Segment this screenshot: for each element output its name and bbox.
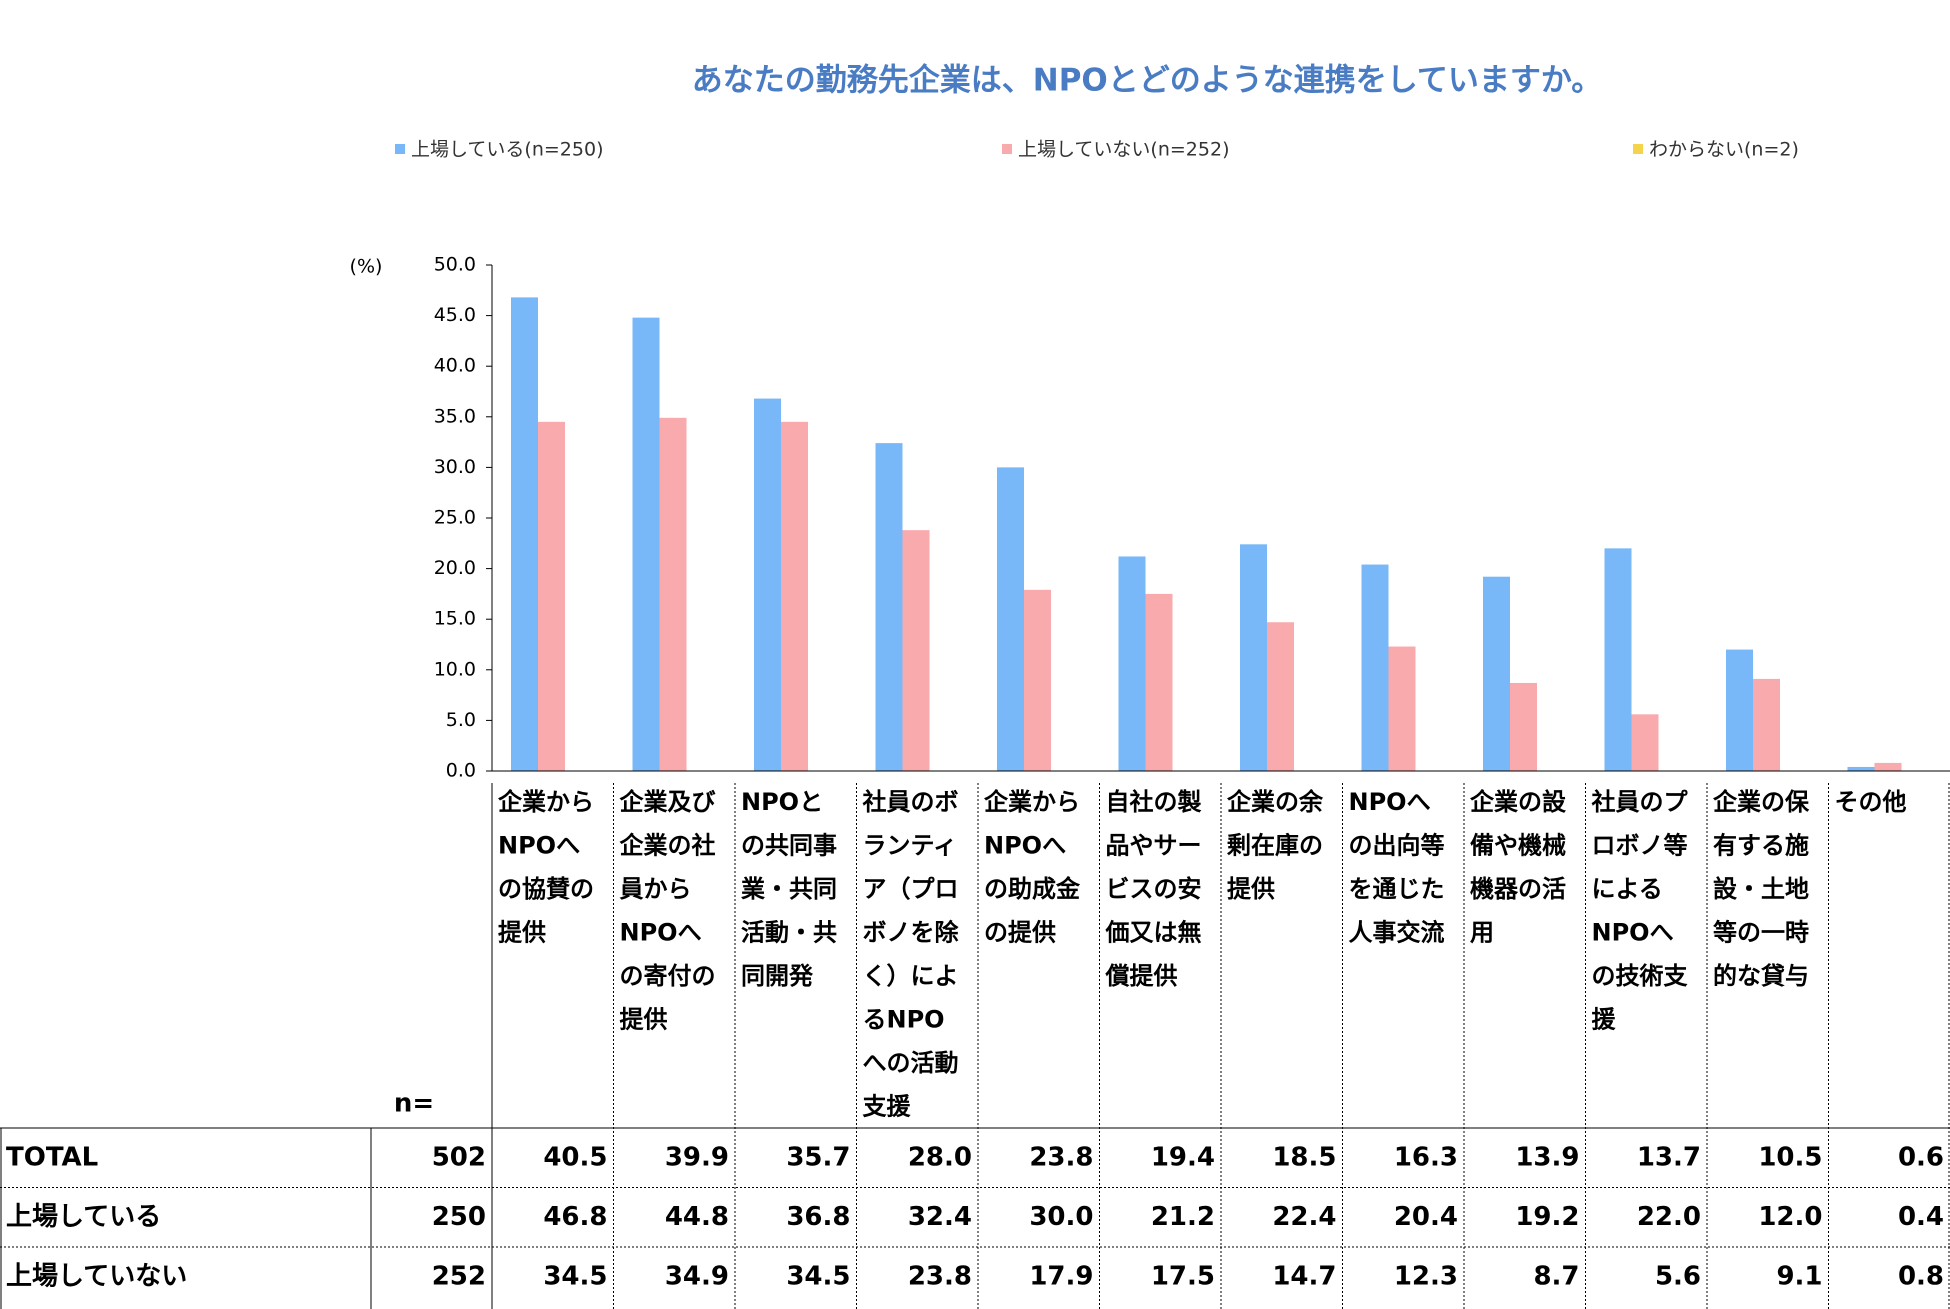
table-cell: 16.3 xyxy=(1394,1142,1458,1172)
table-cell: 12.0 xyxy=(1758,1202,1822,1232)
legend-swatch xyxy=(395,144,405,154)
table-cell: 13.9 xyxy=(1515,1142,1579,1172)
bar xyxy=(511,297,538,771)
x-tick-label: 企業から NPOへの協賛の提供 xyxy=(498,788,594,947)
x-tick-label: NPOとの共同事業・共同活動・共同開発 xyxy=(741,788,837,990)
table-cell: 19.2 xyxy=(1515,1202,1579,1232)
n-label: n= xyxy=(394,1089,434,1119)
table-cell: 28.0 xyxy=(908,1142,972,1172)
y-tick-label: 30.0 xyxy=(434,456,476,478)
bar xyxy=(1267,622,1294,771)
row-n: 252 xyxy=(432,1261,486,1291)
y-tick-label: 50.0 xyxy=(434,254,476,276)
bar xyxy=(781,421,808,771)
y-tick-label: 0.0 xyxy=(446,760,476,782)
table-cell: 22.0 xyxy=(1637,1202,1701,1232)
y-tick-label: 10.0 xyxy=(434,658,476,680)
table-cell: 32.4 xyxy=(908,1202,972,1232)
bar xyxy=(1145,593,1173,771)
table-cell: 9.1 xyxy=(1776,1261,1822,1291)
y-tick-label: 35.0 xyxy=(434,405,476,427)
y-unit: (%) xyxy=(350,256,383,278)
x-tick-label: その他 xyxy=(1835,788,1907,816)
bar xyxy=(754,398,781,771)
table-cell: 35.7 xyxy=(786,1142,850,1172)
bar xyxy=(1240,544,1267,771)
table-cell: 18.5 xyxy=(1272,1142,1336,1172)
x-tick-label: 企業の設備や機械機器の活用 xyxy=(1470,788,1567,947)
chart-title: あなたの勤務先企業は、NPOとどのような連携をしていますか。 xyxy=(692,63,1602,99)
legend-label: 上場している(n=250) xyxy=(411,139,603,161)
table-cell: 36.8 xyxy=(786,1202,850,1232)
x-tick-label: 企業及び企業の社員から NPOへの寄付の提供 xyxy=(619,788,716,1034)
table-cell: 14.7 xyxy=(1272,1261,1336,1291)
bar xyxy=(1631,714,1659,771)
legend-label: わからない(n=2) xyxy=(1649,139,1799,161)
bar xyxy=(1753,678,1780,771)
row-label: TOTAL xyxy=(6,1142,98,1172)
table-cell: 0.8 xyxy=(1898,1261,1944,1291)
x-tick-label: NPOへの出向等を通じた人事交流 xyxy=(1349,788,1445,947)
bar xyxy=(902,530,930,771)
legend-swatch xyxy=(1633,144,1643,154)
bar xyxy=(1388,646,1416,771)
x-tick-label: 企業の保有する施設・土地等の一時的な貸与 xyxy=(1713,788,1810,990)
table-cell: 21.2 xyxy=(1151,1202,1215,1232)
legend-label: 上場していない(n=252) xyxy=(1018,139,1229,161)
row-n: 502 xyxy=(432,1142,486,1172)
bar xyxy=(1847,766,1875,771)
bar xyxy=(632,317,660,771)
table-cell: 34.9 xyxy=(665,1261,729,1291)
y-tick-label: 45.0 xyxy=(434,304,476,326)
legend-swatch xyxy=(1002,144,1012,154)
x-tick-label: 企業の余剰在庫の提供 xyxy=(1226,788,1324,903)
bar xyxy=(1483,576,1510,771)
table-cell: 5.6 xyxy=(1655,1261,1701,1291)
row-label: 上場していない xyxy=(6,1261,187,1291)
row-n: 250 xyxy=(432,1202,486,1232)
bar xyxy=(875,443,903,771)
table-cell: 34.5 xyxy=(543,1261,607,1291)
table-cell: 40.5 xyxy=(543,1142,607,1172)
x-tick-label: 企業から NPOへの助成金の提供 xyxy=(984,788,1081,947)
table-cell: 34.5 xyxy=(786,1261,850,1291)
table-cell: 12.3 xyxy=(1394,1261,1458,1291)
table-cell: 8.7 xyxy=(1533,1261,1579,1291)
table-cell: 10.5 xyxy=(1758,1142,1822,1172)
table-cell: 23.8 xyxy=(1029,1142,1093,1172)
table-cell: 23.8 xyxy=(908,1261,972,1291)
x-tick-label: 社員のボランティア（プロボノを除く）によるNPO への活動支援 xyxy=(863,788,960,1121)
table-cell: 20.4 xyxy=(1394,1202,1458,1232)
bar xyxy=(997,467,1024,771)
bar xyxy=(1604,548,1632,771)
y-tick-label: 5.0 xyxy=(446,709,476,731)
table-cell: 22.4 xyxy=(1272,1202,1336,1232)
table-cell: 44.8 xyxy=(665,1202,729,1232)
bar xyxy=(1361,564,1389,771)
x-tick-label: 自社の製品やサービスの安価又は無償提供 xyxy=(1105,788,1202,990)
y-tick-label: 20.0 xyxy=(434,557,476,579)
table-cell: 13.7 xyxy=(1637,1142,1701,1172)
y-tick-label: 25.0 xyxy=(434,507,476,529)
bar xyxy=(1024,589,1051,771)
table-cell: 17.5 xyxy=(1151,1261,1215,1291)
table-cell: 39.9 xyxy=(665,1142,729,1172)
table-cell: 0.6 xyxy=(1898,1142,1944,1172)
bar xyxy=(659,417,687,771)
table-cell: 19.4 xyxy=(1151,1142,1215,1172)
y-tick-label: 40.0 xyxy=(434,355,476,377)
table-cell: 30.0 xyxy=(1029,1202,1093,1232)
bar xyxy=(538,421,565,771)
bar xyxy=(1118,556,1146,771)
bar xyxy=(1874,762,1902,771)
bar xyxy=(1510,682,1537,771)
bar xyxy=(1726,649,1753,771)
x-tick-label: 社員のプロボノ等による NPOへの技術支援 xyxy=(1592,788,1689,1034)
table-cell: 0.4 xyxy=(1898,1202,1944,1232)
table-cell: 17.9 xyxy=(1029,1261,1093,1291)
table-cell: 46.8 xyxy=(543,1202,607,1232)
y-tick-label: 15.0 xyxy=(434,608,476,630)
row-label: 上場している xyxy=(6,1202,161,1232)
